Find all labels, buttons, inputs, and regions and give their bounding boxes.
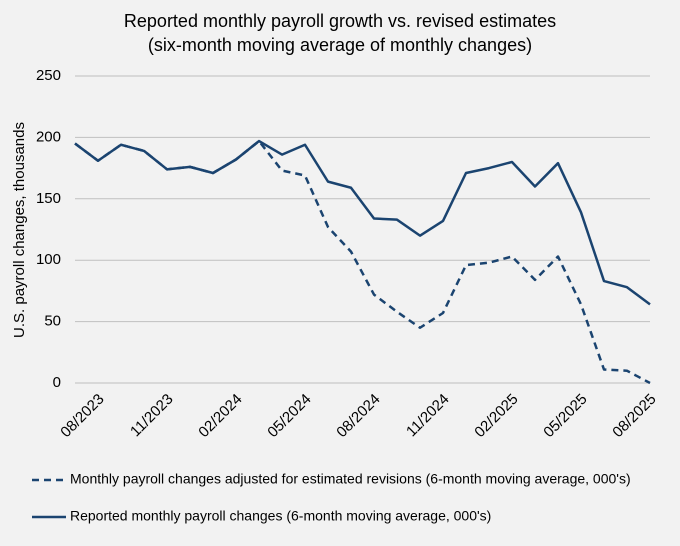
chart-subtitle: (six-month moving average of monthly cha… <box>148 35 532 55</box>
series-line <box>74 139 651 306</box>
y-tick-label: 50 <box>44 313 61 330</box>
x-tick-label: 05/2025 <box>540 391 590 441</box>
y-tick-label: 0 <box>53 374 61 391</box>
x-tick-label: 08/2023 <box>57 391 107 441</box>
y-tick-label: 150 <box>36 190 61 207</box>
x-tick-label: 08/2025 <box>609 391 659 441</box>
y-tick-label: 250 <box>36 67 61 84</box>
x-tick-label: 02/2025 <box>471 391 521 441</box>
chart-title: Reported monthly payroll growth vs. revi… <box>124 11 556 31</box>
y-tick-label: 100 <box>36 251 61 268</box>
x-tick-label: 02/2024 <box>195 391 245 441</box>
y-tick-label: 200 <box>36 128 61 145</box>
x-tick-label: 05/2024 <box>264 391 314 441</box>
y-axis-label: U.S. payroll changes, thousands <box>11 122 28 338</box>
x-tick-label: 11/2023 <box>127 391 177 441</box>
x-tick-label: 11/2024 <box>403 391 453 441</box>
legend-label: Monthly payroll changes adjusted for est… <box>70 471 631 487</box>
legend-label: Reported monthly payroll changes (6-mont… <box>70 508 491 524</box>
x-tick-label: 08/2024 <box>333 391 383 441</box>
